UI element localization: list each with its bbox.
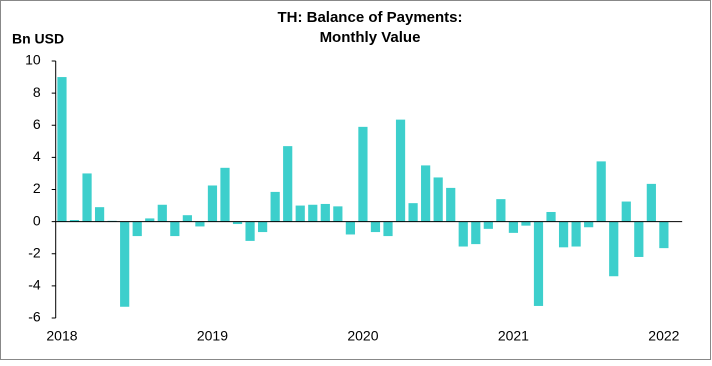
bar [195,221,205,227]
bar [383,221,393,237]
bar [132,221,142,237]
chart-title: Monthly Value [320,29,421,46]
bar [558,221,569,248]
bar [232,221,243,225]
x-tick-label: 2019 [197,328,228,344]
y-tick-label: 4 [33,148,41,164]
bar [207,185,218,222]
y-tick-label: 10 [25,52,41,68]
bar [496,199,506,222]
y-tick-label: 2 [33,180,41,196]
bar [320,203,330,222]
x-tick-label: 2018 [46,328,77,344]
bar [370,221,381,233]
bar [283,146,293,222]
x-tick-label: 2021 [498,328,529,344]
bar [182,215,192,222]
bar [471,221,481,245]
bar [157,204,167,222]
bar [295,205,305,222]
chart-title: TH: Balance of Payments: [277,9,462,26]
bar [458,221,468,247]
bar [69,220,80,222]
bar [421,165,431,222]
y-tick-label: -4 [28,277,41,293]
bar [596,161,606,222]
bar [571,221,581,247]
bar [609,221,619,277]
bar [245,221,255,241]
bar [170,221,180,237]
x-tick-label: 2020 [347,328,378,344]
bar [270,191,280,222]
y-tick-label: -2 [28,244,41,260]
bar [145,218,155,222]
bar [634,221,644,257]
bar [659,221,669,249]
x-tick-label: 2022 [648,328,679,344]
y-tick-label: 8 [33,84,41,100]
bar [584,221,594,228]
bar [483,221,493,229]
bar [621,201,631,222]
bar [446,187,456,222]
bar [358,126,368,222]
y-tick-label: 0 [33,212,41,228]
y-tick-label: 6 [33,116,41,132]
bar [120,221,130,307]
bar [220,167,230,222]
bar [395,119,406,222]
bar [408,203,418,222]
bar [308,204,318,222]
bar [345,221,355,235]
bar [333,206,343,222]
bar [508,221,519,233]
bar [57,77,67,222]
bar [94,207,105,222]
y-axis-label: Bn USD [12,31,64,47]
bar [82,173,92,222]
bar [533,221,544,306]
bar [433,177,443,222]
bar [258,221,268,233]
bar [646,183,656,222]
bar [521,221,531,226]
y-tick-label: -6 [28,309,41,325]
bar [546,211,556,222]
